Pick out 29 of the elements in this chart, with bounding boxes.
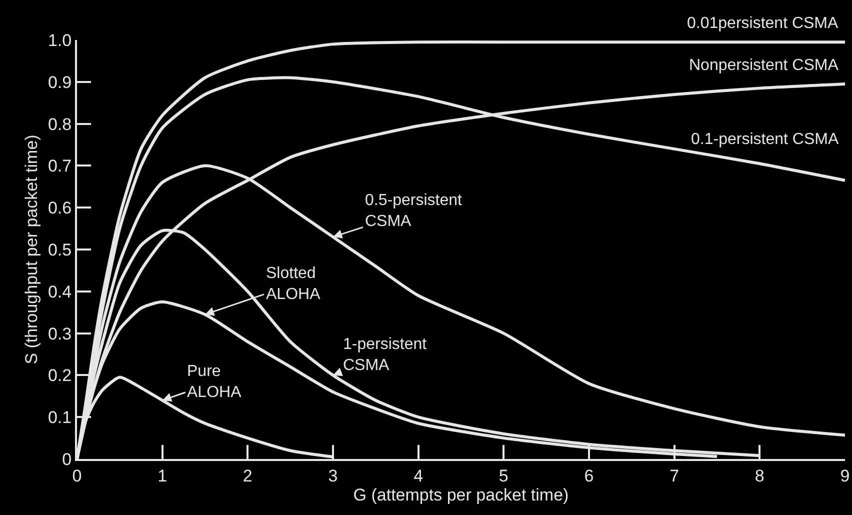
series-label: 1-persistent CSMA: [343, 336, 428, 374]
y-tick-label: 1.0: [48, 30, 72, 50]
x-tick-label: 6: [584, 466, 594, 486]
x-tick-label: 9: [840, 466, 850, 486]
y-tick-label: 0.2: [48, 366, 72, 386]
y-tick-label: 0.9: [48, 72, 72, 92]
x-tick-label: 3: [328, 466, 338, 486]
y-axis-title: S (throughput per packet time): [22, 134, 42, 364]
y-tick-label: 0.5: [48, 240, 72, 260]
y-tick-label: 0: [62, 450, 72, 469]
series-label: 0.5-persistent CSMA: [365, 192, 462, 230]
text: Slotted ALOHA: [266, 265, 321, 303]
x-tick-label: 2: [242, 466, 252, 486]
series-label: Pure ALOHA: [187, 363, 242, 401]
y-tick-label: 0.4: [48, 282, 72, 302]
y-tick-label: 0.3: [48, 324, 72, 344]
series-label: 0.01persistent CSMA: [687, 15, 839, 32]
series-label: 0.1-persistent CSMA: [691, 131, 839, 148]
x-tick-label: 5: [498, 466, 508, 486]
x-axis-title: G (attempts per packet time): [353, 485, 569, 504]
x-tick-label: 7: [670, 466, 680, 486]
series-label: Nonpersistent CSMA: [689, 57, 839, 74]
x-tick-label: 4: [414, 466, 424, 486]
y-tick-label: 0.6: [48, 198, 72, 218]
x-tick-label: 8: [754, 466, 764, 486]
y-tick-label: 0.8: [48, 114, 72, 134]
y-tick-label: 0.7: [48, 156, 72, 176]
x-tick-label: 1: [158, 466, 168, 486]
y-tick-label: 0.1: [48, 408, 72, 428]
